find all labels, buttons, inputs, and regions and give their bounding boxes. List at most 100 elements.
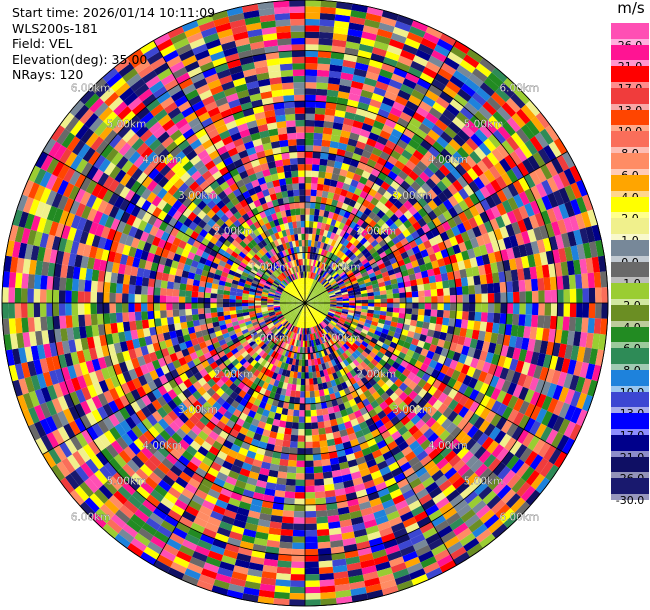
radar-gate — [230, 265, 238, 273]
radar-gate — [352, 173, 362, 182]
radar-gate — [216, 227, 226, 236]
radar-gate — [90, 136, 104, 151]
radar-gate — [305, 202, 311, 209]
radar-gate — [570, 345, 580, 361]
radar-gate — [451, 369, 461, 381]
radar-gate — [266, 278, 274, 285]
radar-gate — [579, 332, 588, 348]
radar-gate — [305, 403, 311, 411]
radar-gate — [53, 328, 62, 343]
radar-gate — [305, 555, 319, 562]
radar-gate — [414, 272, 423, 280]
radar-gate — [376, 135, 389, 146]
radar-gate — [309, 346, 313, 354]
radar-gate — [411, 314, 418, 321]
radar-gate — [315, 325, 320, 332]
radar-gate — [8, 318, 17, 334]
radar-gate — [202, 373, 212, 383]
radar-gate — [585, 332, 594, 349]
radar-gate — [309, 208, 315, 216]
radar-gate — [336, 214, 344, 223]
radar-gate — [85, 398, 97, 412]
radar-gate — [277, 560, 292, 568]
radar-gate — [552, 205, 564, 222]
radar-gate — [316, 409, 323, 416]
radar-gate — [205, 556, 222, 568]
radar-gate — [408, 215, 418, 226]
radar-gate — [321, 279, 328, 286]
radar-gate — [267, 363, 274, 371]
radar-gate — [368, 464, 380, 474]
radar-gate — [213, 231, 222, 240]
radar-gate — [353, 528, 368, 538]
radar-gate — [591, 364, 602, 382]
radar-gate — [329, 393, 337, 401]
radar-gate — [316, 377, 323, 385]
radar-gate — [352, 268, 360, 275]
radar-gate — [373, 254, 382, 262]
radar-gate — [368, 247, 377, 255]
radar-gate — [307, 271, 310, 279]
radar-gate — [390, 321, 398, 328]
radar-gate — [178, 412, 189, 424]
radar-gate — [128, 226, 138, 238]
radar-gate — [313, 139, 323, 147]
radar-gate — [529, 266, 538, 280]
radar-gate — [305, 372, 309, 379]
radar-gate — [182, 466, 195, 478]
radar-gate — [199, 318, 207, 326]
radar-gate — [366, 6, 384, 17]
radar-gate — [267, 340, 274, 348]
radar-gate — [563, 373, 574, 389]
radar-gate — [156, 406, 168, 419]
radar-gate — [204, 339, 213, 347]
radar-gate — [321, 320, 328, 327]
radar-gate — [523, 173, 536, 189]
radar-gate — [239, 426, 249, 436]
radar-gate — [197, 395, 207, 406]
radar-gate — [575, 213, 586, 230]
radar-gate — [258, 349, 266, 357]
radar-gate — [140, 345, 149, 356]
radar-gate — [293, 352, 298, 360]
radar-gate — [216, 396, 226, 406]
radar-gate — [242, 361, 251, 369]
radar-gate — [335, 7, 352, 17]
radar-gate — [338, 347, 345, 355]
radar-gate — [316, 324, 321, 332]
radar-gate — [335, 291, 342, 295]
radar-gate — [305, 31, 320, 39]
radar-gate — [239, 322, 247, 328]
radar-gate — [406, 562, 424, 575]
radar-gate — [172, 237, 182, 247]
radar-gate — [370, 428, 381, 438]
radar-gate — [102, 175, 115, 190]
radar-gate — [221, 555, 237, 566]
radar-gate — [223, 509, 237, 520]
radar-gate — [575, 274, 583, 289]
radar-gate — [311, 320, 316, 327]
radar-gate — [487, 252, 497, 264]
radar-gates — [2, 0, 608, 606]
radar-gate — [475, 293, 482, 303]
radar-gate — [367, 65, 382, 75]
radar-gate — [302, 353, 305, 360]
radar-gate — [376, 247, 385, 255]
radar-gate — [305, 473, 315, 480]
radar-gate — [213, 366, 222, 375]
radar-gate — [448, 318, 456, 327]
radar-gate — [163, 543, 179, 557]
radar-gate — [383, 324, 391, 331]
radar-gate — [490, 387, 502, 401]
radar-gate — [130, 205, 141, 217]
radar-gate — [424, 289, 432, 297]
radar-gate — [482, 101, 497, 116]
radar-gate — [330, 270, 337, 277]
radar-gate — [188, 414, 200, 425]
radar-gate — [257, 282, 265, 288]
radar-gate — [523, 417, 536, 433]
radar-gate — [367, 531, 382, 541]
radar-gate — [299, 346, 303, 354]
radar-gate — [273, 352, 280, 360]
radar-gate — [539, 128, 554, 145]
